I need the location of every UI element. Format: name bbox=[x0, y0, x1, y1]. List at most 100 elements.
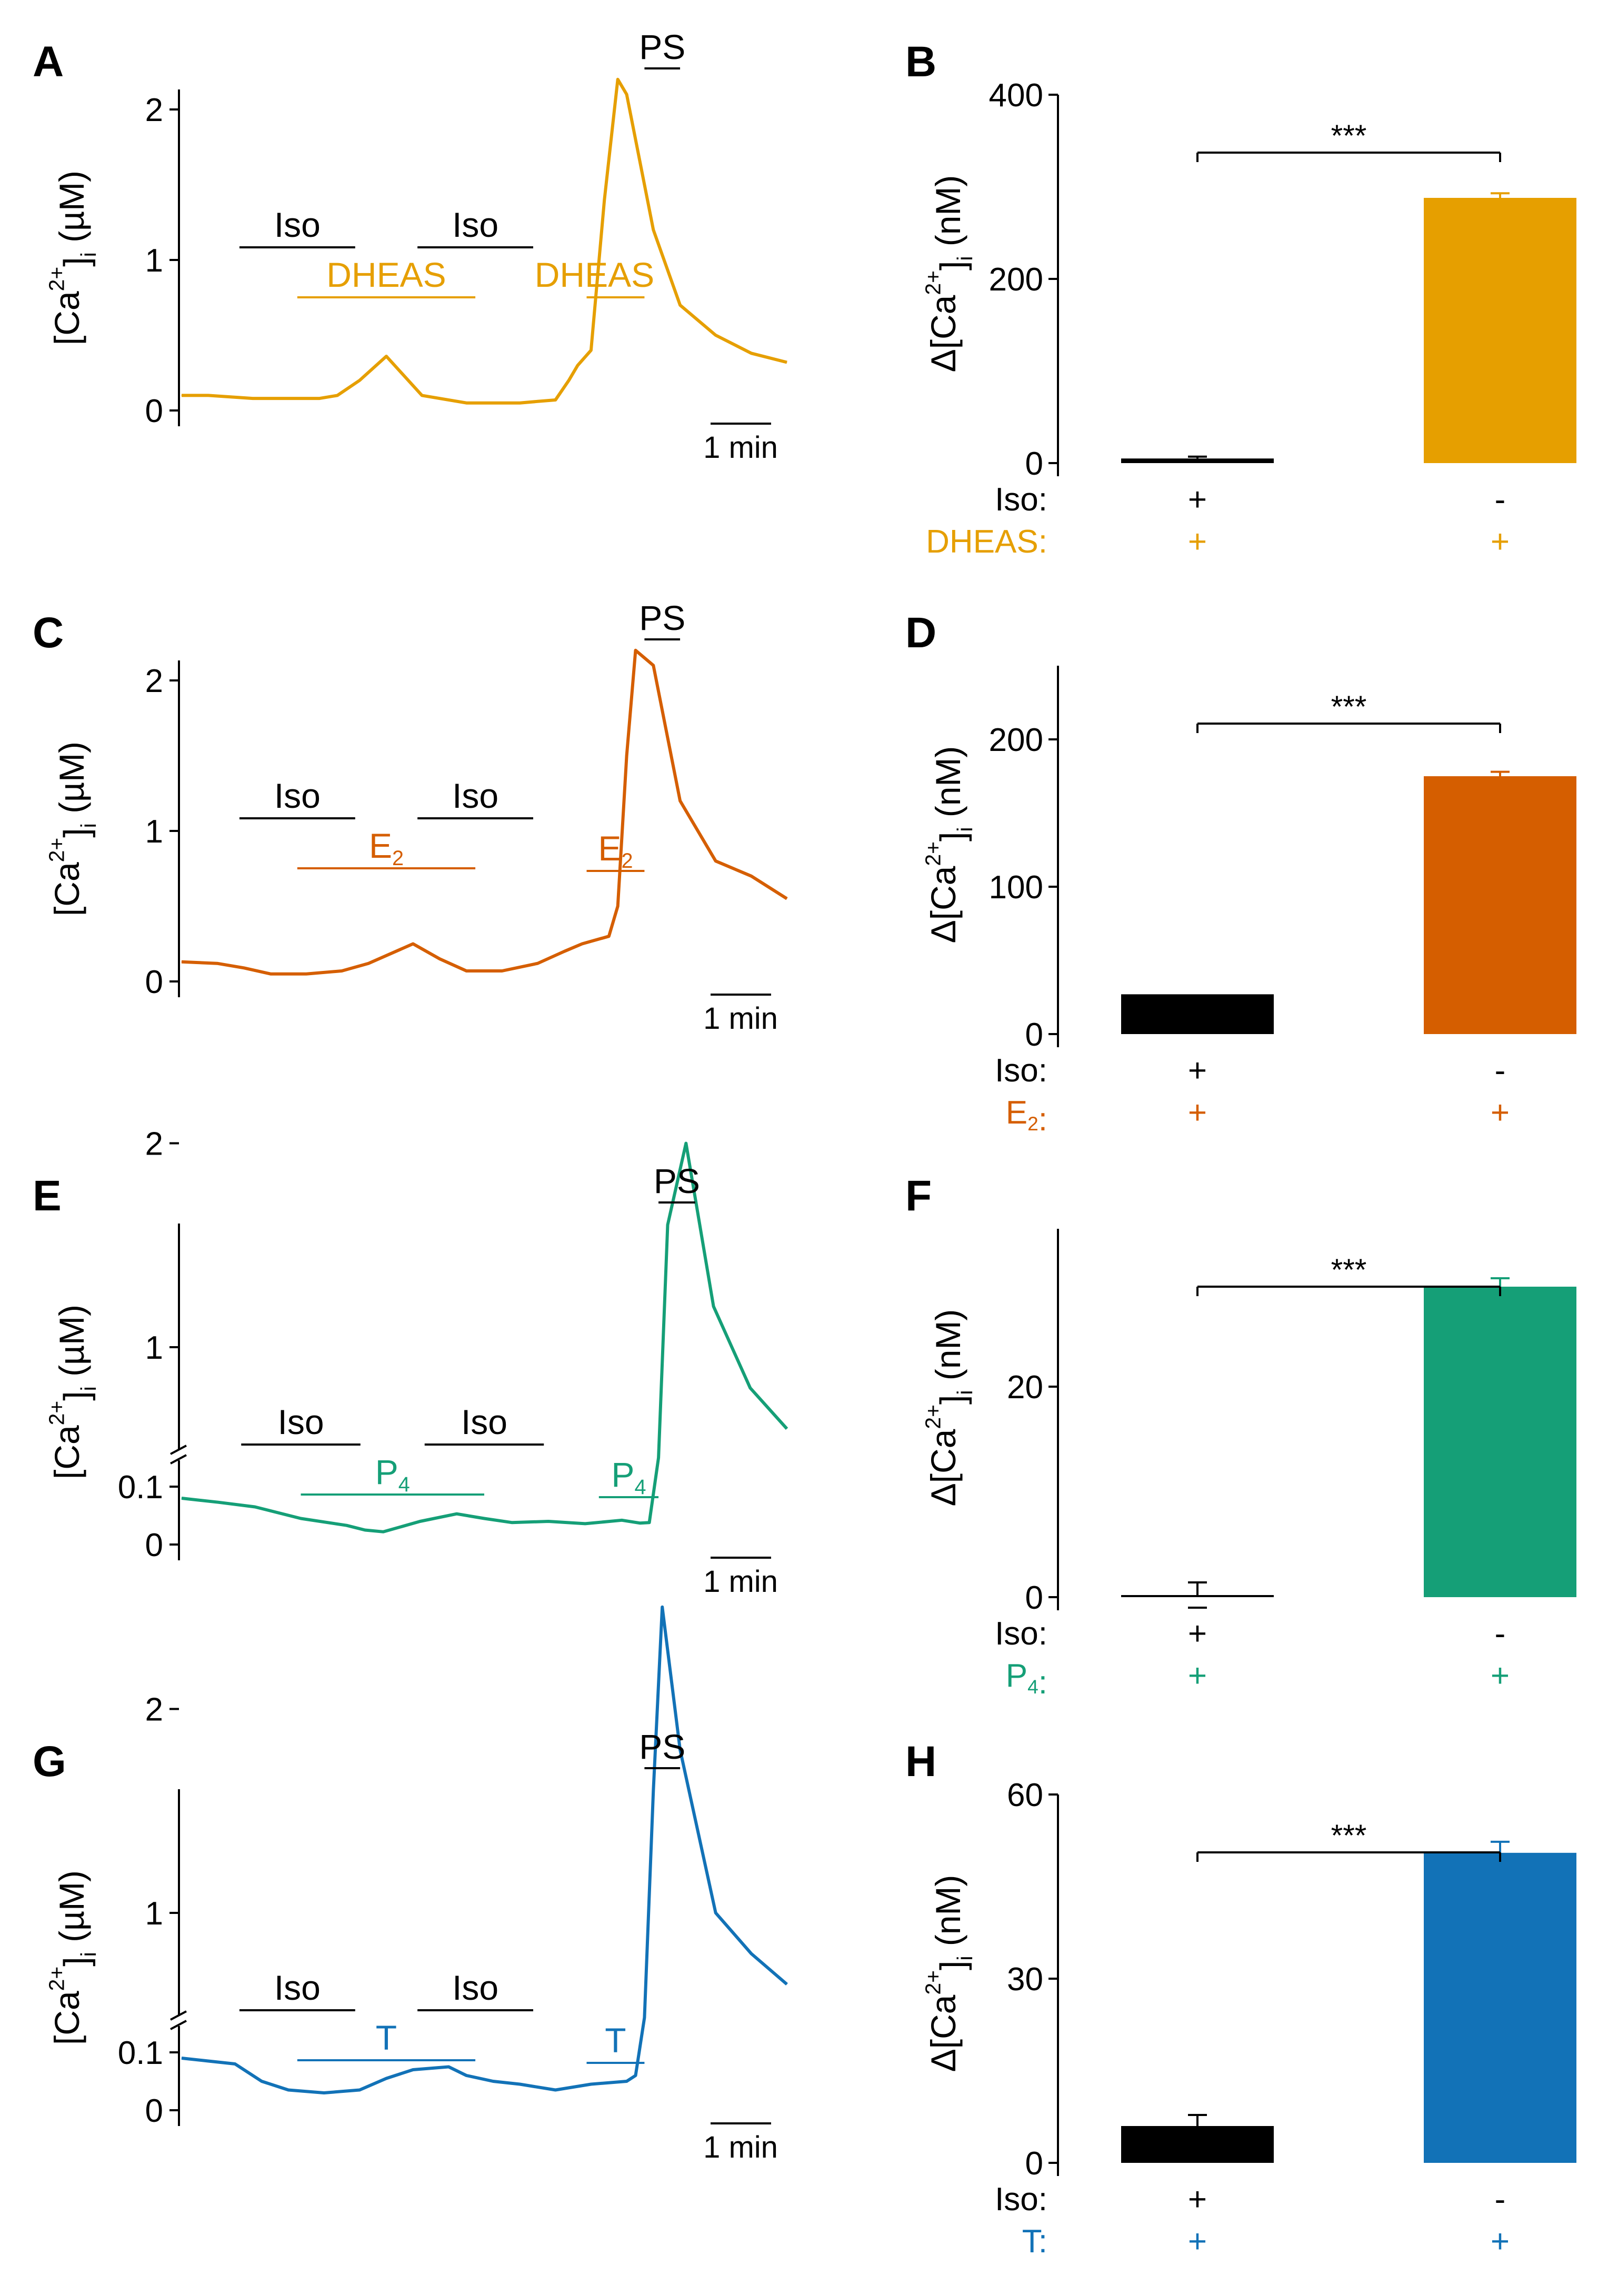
y-tick-label: 1 bbox=[145, 814, 163, 850]
trace-point bbox=[715, 335, 716, 336]
iso-sign: - bbox=[1495, 482, 1506, 518]
ps-label: PS bbox=[654, 1161, 700, 1200]
hormone-row-label: E2: bbox=[1006, 1095, 1047, 1138]
trace-point bbox=[420, 1521, 421, 1522]
y-tick-label: 0 bbox=[145, 393, 163, 429]
hormone-sign: + bbox=[1188, 2223, 1207, 2260]
ps-label: PS bbox=[639, 27, 685, 66]
y-tick-label: 2 bbox=[145, 92, 163, 128]
hormone-label-2: P4 bbox=[611, 1455, 646, 1499]
trace-point bbox=[617, 906, 618, 907]
bar-y-tick-label: 60 bbox=[1007, 1777, 1043, 1813]
bar-y-tick-label: 0 bbox=[1025, 1580, 1043, 1616]
bar-iso-plus-hormone bbox=[1121, 2126, 1274, 2163]
significance-stars: *** bbox=[1331, 690, 1367, 724]
hormone-row-label: P4: bbox=[1006, 1658, 1047, 1701]
iso-label: Iso bbox=[452, 1968, 498, 2007]
trace-point bbox=[456, 1513, 457, 1515]
bar-panel-d: D 0 100 200 Δ[Ca2+]i (nM) *** Iso: E2: + - + + bbox=[905, 609, 1576, 1138]
trace-y-axis-label: [Ca2+]i (µM) bbox=[44, 741, 101, 916]
hormone-label-2: E2 bbox=[598, 829, 633, 873]
trace-line-t bbox=[181, 1605, 788, 2094]
panel-label-g: G bbox=[33, 1738, 66, 1786]
y-tick-label: 1 bbox=[145, 1896, 163, 1932]
iso-sign: + bbox=[1188, 482, 1207, 518]
y-tick-label: 0 bbox=[145, 964, 163, 1000]
hormone-sign: + bbox=[1188, 1095, 1207, 1131]
hormone-label: E2 bbox=[369, 826, 404, 870]
bar-y-tick-label: 200 bbox=[989, 262, 1043, 298]
iso-label: Iso bbox=[452, 205, 498, 244]
y-tick-label: 2 bbox=[145, 1126, 163, 1162]
time-scale-label: 1 min bbox=[703, 2130, 778, 2164]
panel-label-d: D bbox=[905, 609, 936, 657]
trace-point bbox=[626, 94, 627, 95]
trace-point bbox=[466, 970, 467, 971]
ps-label: PS bbox=[639, 598, 685, 637]
trace-panel-e: E 0 0.1 1 2 [Ca2+]i (µM) Iso Iso P4 P4 PS 1 min bbox=[33, 1126, 788, 1599]
iso-sign: + bbox=[1188, 1052, 1207, 1089]
trace-point bbox=[713, 1306, 714, 1307]
trace-panel-g: G 0 0.1 1 2 [Ca2+]i (µM) Iso Iso T T PS 1 min bbox=[33, 1605, 788, 2164]
trace-point bbox=[653, 1790, 654, 1791]
iso-row-label: Iso: bbox=[995, 482, 1047, 518]
iso-label: Iso bbox=[274, 205, 321, 244]
iso-sign: - bbox=[1495, 1052, 1506, 1089]
y-tick-label: 0 bbox=[145, 2093, 163, 2129]
trace-point bbox=[751, 353, 752, 354]
significance-stars: *** bbox=[1331, 119, 1367, 153]
hormone-label: P4 bbox=[375, 1452, 410, 1496]
axis-break-mark bbox=[170, 2020, 187, 2030]
y-tick-label: 1 bbox=[145, 1330, 163, 1366]
bar-panel-f: F 0 20 Δ[Ca2+]i (nM) *** Iso: P4: + - + + bbox=[905, 1172, 1576, 1701]
hormone-label: T bbox=[376, 2018, 397, 2057]
trace-line-p4 bbox=[181, 1141, 788, 1533]
bar-hormone-only bbox=[1424, 1287, 1576, 1597]
bar-y-tick-label: 100 bbox=[989, 869, 1043, 906]
bar-y-tick-label: 200 bbox=[989, 722, 1043, 758]
panel-label-a: A bbox=[33, 38, 64, 86]
hormone-sign: + bbox=[1491, 2223, 1510, 2260]
panel-label-h: H bbox=[905, 1738, 936, 1786]
bar-y-tick-label: 0 bbox=[1025, 2145, 1043, 2182]
bar-iso-plus-hormone bbox=[1121, 1595, 1274, 1597]
y-tick-label: 2 bbox=[145, 1692, 163, 1728]
trace-point bbox=[346, 1525, 347, 1526]
iso-sign: + bbox=[1188, 2181, 1207, 2218]
trace-y-axis-label: [Ca2+]i (µM) bbox=[44, 1305, 101, 1479]
bar-panel-b: B 0 200 400 Δ[Ca2+]i (nM) *** Iso: DHEAS: + - + + bbox=[905, 38, 1576, 560]
bar-y-tick-label: 30 bbox=[1007, 1961, 1043, 1998]
trace-point bbox=[555, 399, 556, 400]
bar-iso-plus-hormone bbox=[1121, 994, 1274, 1034]
iso-label: Iso bbox=[274, 776, 321, 815]
iso-label: Iso bbox=[274, 1968, 321, 2007]
trace-point bbox=[319, 398, 320, 399]
bar-hormone-only bbox=[1424, 1852, 1576, 2163]
trace-point bbox=[649, 1522, 650, 1523]
hormone-label: DHEAS bbox=[326, 255, 446, 294]
trace-point bbox=[608, 936, 610, 937]
time-scale-label: 1 min bbox=[703, 430, 778, 465]
axis-break-mark bbox=[170, 2010, 187, 2021]
iso-row-label: Iso: bbox=[995, 1616, 1047, 1652]
iso-label: Iso bbox=[277, 1402, 324, 1441]
y-tick-label: 2 bbox=[145, 663, 163, 699]
trace-point bbox=[680, 800, 681, 801]
time-scale-label: 1 min bbox=[703, 1001, 778, 1036]
trace-y-axis-label: [Ca2+]i (µM) bbox=[44, 1870, 101, 2045]
trace-panel-c: C 0 1 2 [Ca2+]i (µM) Iso Iso E2 E2 PS 1 min bbox=[33, 598, 788, 1036]
trace-point bbox=[751, 1953, 752, 1954]
iso-label: Iso bbox=[452, 776, 498, 815]
hormone-label-2: DHEAS bbox=[535, 255, 654, 294]
bar-y-tick-label: 20 bbox=[1007, 1369, 1043, 1406]
trace-point bbox=[653, 229, 654, 230]
bar-y-axis-label: Δ[Ca2+]i (nM) bbox=[921, 746, 977, 944]
hormone-label-2: T bbox=[605, 2021, 626, 2060]
bar-y-tick-label: 0 bbox=[1025, 1017, 1043, 1053]
hormone-sign: + bbox=[1188, 524, 1207, 560]
panel-label-f: F bbox=[905, 1172, 932, 1220]
bar-y-tick-label: 0 bbox=[1025, 446, 1043, 482]
y-tick-label: 0.1 bbox=[118, 1469, 163, 1506]
